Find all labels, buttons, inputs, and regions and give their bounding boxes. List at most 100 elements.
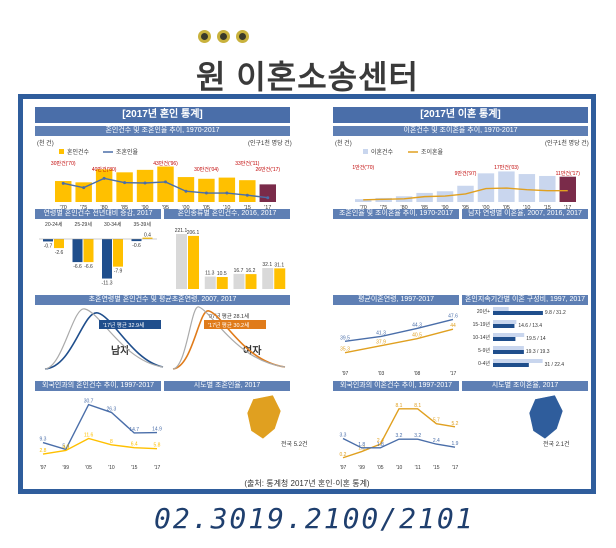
male-label: 남자 [111,344,130,357]
marriage-type-bar [176,233,187,289]
duration-divorce-subtitle: 혼인지속기간별 이혼 구성비, 1997, 2017 [462,295,588,305]
duration-bar [493,333,525,337]
x-tick-label: '17 [154,465,161,471]
divorce-bar [559,176,576,202]
divorce-bar [518,174,536,202]
korea-map-icon [246,394,282,440]
marriage-rate-point [164,180,167,184]
marriage-bar [95,169,113,202]
data-label: 2.4 [377,438,384,444]
x-tick-label: '05 [377,465,384,471]
data-label: 31 / 22.4 [545,362,565,368]
x-tick-label: '05 [503,205,510,211]
male-age-divorce-subtitle: 남자 연령별 이혼율, 2007, 2016, 2017 [462,209,588,219]
data-label: 0.4 [144,233,151,239]
x-tick-label: '17 [564,205,571,211]
avg-age-label: '17년 평균 30.2세 [208,321,249,329]
marriage-divorce-rate-subtitle: 조혼인율 및 조이혼율 추이, 1970-2017 [333,209,459,219]
avg-divorce-age-line [344,328,454,354]
avg-age-box [99,320,161,329]
x-tick-label: '15 [433,465,440,471]
data-label: 11.3 [205,271,215,277]
category-label: 10-14년 [473,334,491,341]
duration-bar [493,363,529,367]
marriage-type-bar [274,268,286,289]
data-label: 40.5 [412,333,422,339]
legend-swatch [363,149,368,154]
unit-label: (인구1천 명당 건) [545,139,589,147]
x-tick-label: '15 [131,465,138,471]
female-age-curve-07 [172,306,286,370]
legend-label: 혼인건수 [67,148,90,156]
annotation-label: 30만건('04) [194,166,219,173]
marriage-bar [218,177,236,202]
contact-phone[interactable]: 02.3019.2100/2101 [154,502,475,535]
avg-divorce-age-line [344,318,454,343]
marriage-rate-point [61,181,65,185]
male-age-curve-07 [44,308,164,370]
region-marriage-subtitle: 시도별 조혼인율, 2017 [164,381,290,391]
marriage-rate-point [245,193,249,197]
divorce-trend-subtitle: 이혼건수 및 조이혼율 추이, 1970-2017 [333,126,588,136]
x-tick-label: '97 [342,371,349,377]
x-tick-label: '10 [108,465,115,471]
x-tick-label: '85 [121,205,128,211]
data-label: 8.1 [414,403,421,409]
annotation-label: 9만건('97) [455,170,477,177]
age-change-bar [142,237,153,239]
unit-label: (천 건) [37,139,54,147]
x-tick-label: '70 [60,205,67,211]
data-label: -0.7 [44,243,53,249]
x-tick-label: '11 [415,465,421,471]
category-label: 20-24세 [45,221,63,228]
data-label: 9.8 / 31.2 [545,310,566,316]
annotation-label: 17만건('03) [494,164,519,171]
x-tick-label: '10 [523,205,530,211]
age-change-bar [113,239,123,267]
marriage-rate-point [82,186,86,190]
logo-dot-icon [217,30,230,43]
category-label: 0-4년 [478,360,490,367]
female-label: 여자 [243,344,262,357]
region-divorce-subtitle: 시도별 조이혼율, 2017 [462,381,588,391]
data-label: 30.7 [84,399,94,405]
divorce-bar [416,192,433,202]
x-tick-label: '05 [85,465,92,471]
marriage-age-change-subtitle: 연령별 혼인건수 전년대비 증감, 2017 [35,209,161,219]
duration-bar [493,346,524,350]
data-label: 9.3 [40,437,47,443]
divorce-bar [539,175,556,202]
unit-label: (인구1천 명당 건) [248,139,292,147]
age-change-bar [102,239,112,279]
annotation-label: 11만건('17) [556,170,581,177]
data-label: 31.1 [274,262,284,268]
marriage-rate-point [184,189,188,193]
data-label: 19.5 / 14 [526,336,546,342]
female-age-curve [172,310,286,370]
data-label: 16.2 [246,268,256,274]
x-tick-label: '99 [358,465,365,471]
legend-label: 이혼건수 [371,148,394,156]
national-rate-label: 전국 2.1건 [543,440,570,448]
x-tick-label: '85 [421,205,428,211]
duration-bar [493,337,516,341]
legend-label: 조이혼율 [421,148,444,156]
category-label: 35-39세 [134,221,152,228]
x-tick-label: '99 [63,465,70,471]
x-tick-label: '90 [441,205,448,211]
marriage-bar [55,181,72,202]
x-tick-label: '70 [360,205,367,211]
data-label: -11.3 [101,281,112,287]
marriage-bar [136,169,154,202]
data-label: 1.8 [358,442,365,448]
data-label: 44.3 [412,322,422,328]
x-tick-label: '17 [450,371,457,377]
legend-label: 조혼인율 [116,148,139,156]
data-label: -2.6 [55,250,64,256]
data-label: 14.6 / 13.4 [518,323,542,329]
data-label: 26.3 [107,406,117,412]
marriage-type-subtitle: 혼인종류별 혼인건수, 2016, 2017 [164,209,290,219]
data-label: 3.3 [340,433,347,439]
chart-layer: '70 '75 '80 '85 '90 '95 '00 '05 '10 '15 '17 30만건('7… [39,160,580,471]
divorce-panel-title: [2017년 이혼 통계] [333,107,588,123]
